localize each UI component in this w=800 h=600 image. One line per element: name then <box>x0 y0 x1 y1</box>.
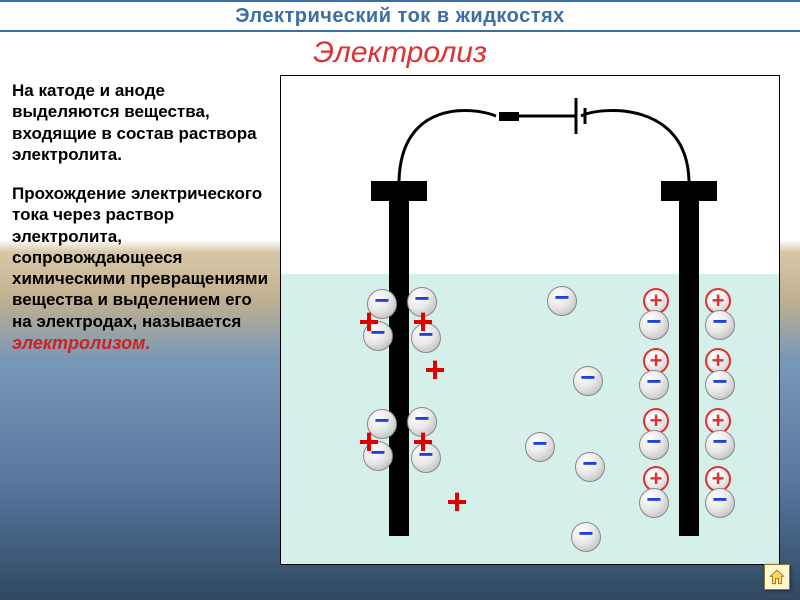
negative-ion: − <box>639 488 669 518</box>
minus-sign: − <box>712 494 727 504</box>
negative-ion: − <box>639 430 669 460</box>
plus-sign: + <box>358 301 379 343</box>
paragraph-2-body: Прохождение электрического тока через ра… <box>12 184 268 331</box>
content-area: На катоде и аноде выделяются вещества, в… <box>0 70 800 600</box>
negative-ion: − <box>639 310 669 340</box>
plus-sign: + <box>650 296 663 306</box>
cation-plus: + <box>407 426 439 458</box>
minus-sign: − <box>646 376 661 386</box>
battery-neg-terminal <box>499 112 519 121</box>
negative-ion: − <box>705 488 735 518</box>
plus-sign: + <box>712 416 725 426</box>
cation-plus: + <box>353 306 385 338</box>
home-icon <box>768 568 786 586</box>
circuit-wires <box>281 76 781 276</box>
minus-sign: − <box>712 316 727 326</box>
cathode-stem <box>389 201 409 536</box>
negative-ion: − <box>571 522 601 552</box>
plus-sign: + <box>358 421 379 463</box>
plus-sign: + <box>650 356 663 366</box>
negative-ion: − <box>575 452 605 482</box>
negative-ion: − <box>525 432 555 462</box>
minus-sign: − <box>712 436 727 446</box>
text-column: На катоде и аноде выделяются вещества, в… <box>12 80 272 372</box>
plus-sign: + <box>712 296 725 306</box>
anode-cap <box>661 181 717 201</box>
minus-sign: − <box>580 372 595 382</box>
plus-sign: + <box>712 474 725 484</box>
negative-ion: − <box>705 310 735 340</box>
negative-ion: − <box>705 370 735 400</box>
header-bar: Электрический ток в жидкостях <box>0 0 800 32</box>
home-button[interactable] <box>764 564 790 590</box>
minus-sign: − <box>646 494 661 504</box>
paragraph-1: На катоде и аноде выделяются вещества, в… <box>12 80 272 165</box>
minus-sign: − <box>554 292 569 302</box>
cation-plus: + <box>407 306 439 338</box>
anode-stem <box>679 201 699 536</box>
plus-sign: + <box>412 301 433 343</box>
negative-ion: − <box>547 286 577 316</box>
plus-sign: + <box>650 416 663 426</box>
wire <box>581 111 689 181</box>
paragraph-2: Прохождение электрического тока через ра… <box>12 183 272 354</box>
negative-ion: − <box>705 430 735 460</box>
minus-sign: − <box>532 438 547 448</box>
minus-sign: − <box>582 458 597 468</box>
minus-sign: − <box>646 316 661 326</box>
cation-plus: + <box>353 426 385 458</box>
page-header: Электрический ток в жидкостях <box>0 2 800 30</box>
plus-sign: + <box>446 481 467 523</box>
cathode-cap <box>371 181 427 201</box>
wire <box>399 111 496 181</box>
minus-sign: − <box>712 376 727 386</box>
minus-sign: − <box>578 528 593 538</box>
cation-plus: + <box>419 354 451 386</box>
plus-sign: + <box>412 421 433 463</box>
plus-sign: + <box>650 474 663 484</box>
page-subtitle: Электролиз <box>0 36 800 70</box>
negative-ion: − <box>573 366 603 396</box>
paragraph-2-emphasis: электролизом. <box>12 333 150 353</box>
cation-plus: + <box>441 486 473 518</box>
plus-sign: + <box>712 356 725 366</box>
negative-ion: − <box>639 370 669 400</box>
minus-sign: − <box>646 436 661 446</box>
plus-sign: + <box>424 349 445 391</box>
electrolysis-diagram: −−−−++−−−−++++−−−−−++−−++−−++−−++−− <box>280 75 780 565</box>
